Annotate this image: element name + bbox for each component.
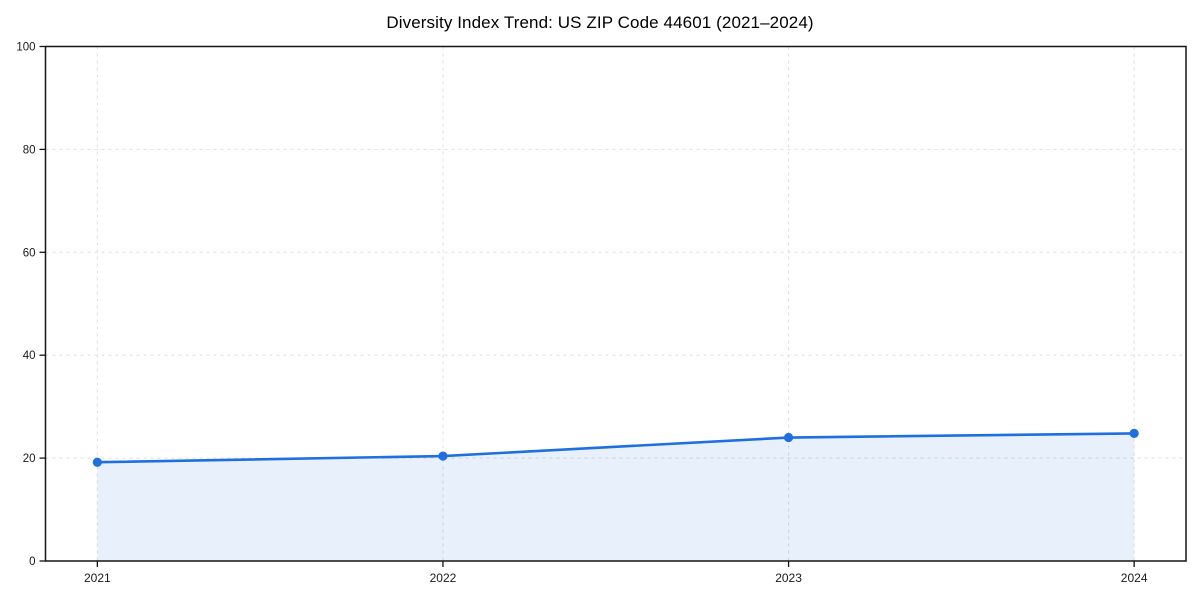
area-fill bbox=[97, 433, 1135, 561]
x-tick-label: 2024 bbox=[1121, 571, 1148, 585]
x-tick-label: 2021 bbox=[84, 571, 111, 585]
chart-title: Diversity Index Trend: US ZIP Code 44601… bbox=[386, 13, 814, 32]
y-tick-label: 100 bbox=[16, 42, 35, 54]
data-point-marker bbox=[783, 432, 794, 443]
y-tick-label: 60 bbox=[23, 247, 36, 259]
data-point-marker bbox=[1129, 428, 1139, 439]
x-tick-label: 2022 bbox=[430, 571, 457, 585]
x-tick-label: 2023 bbox=[775, 571, 802, 585]
y-tick-label: 0 bbox=[29, 556, 35, 568]
y-tick-label: 80 bbox=[23, 144, 36, 156]
y-tick-label: 20 bbox=[23, 453, 36, 465]
y-tick-label: 40 bbox=[23, 350, 36, 362]
trend-line bbox=[96, 432, 1136, 464]
data-point-marker bbox=[92, 457, 102, 467]
data-point-marker bbox=[438, 451, 448, 461]
axes-spines bbox=[44, 45, 1187, 562]
